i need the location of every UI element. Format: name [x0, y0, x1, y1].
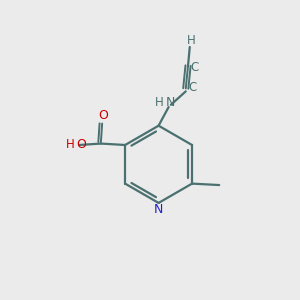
Text: O: O: [76, 139, 86, 152]
Text: N: N: [154, 203, 163, 216]
Text: H: H: [155, 96, 164, 109]
Text: H: H: [65, 139, 74, 152]
Text: C: C: [188, 81, 196, 94]
Text: C: C: [190, 61, 199, 74]
Text: O: O: [99, 109, 109, 122]
Text: N: N: [165, 96, 175, 109]
Text: H: H: [187, 34, 196, 47]
